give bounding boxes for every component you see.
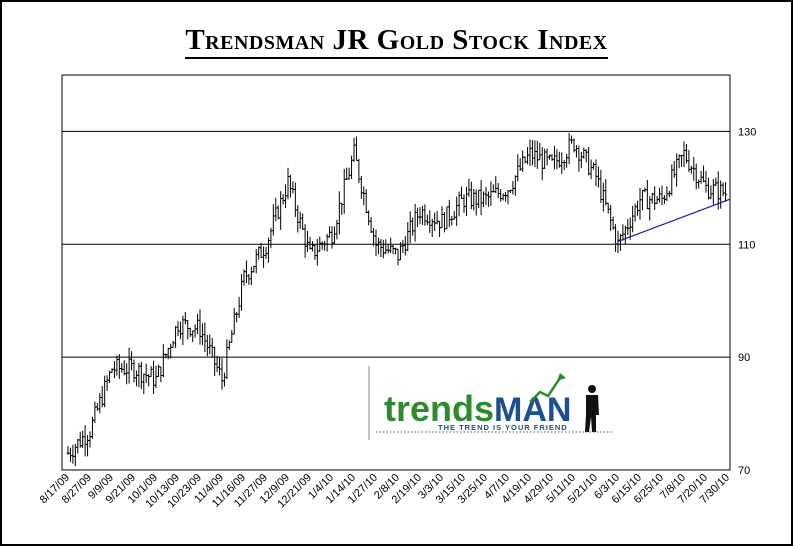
chart-title: Trendsman JR Gold Stock Index [0,24,793,59]
logo-figure-icon [585,385,599,432]
logo-text-trends: trends [384,388,494,429]
logo-arrowhead-icon [557,373,566,381]
logo-arrow-icon [529,377,562,403]
candles [66,132,728,467]
y-tick-label: 130 [738,126,756,138]
logo-text-man: MAN [494,391,571,429]
grid-lines [61,74,731,471]
y-tick-label: 110 [738,239,756,251]
trendsman-logo: trends MAN THE TREND IS YOUR FRIEND [368,366,612,440]
trendline [617,198,731,243]
x-tick-labels: 8/17/098/27/099/9/099/21/0910/1/0910/13/… [38,472,732,511]
logo-tagline: THE TREND IS YOUR FRIEND [438,423,568,432]
trendline-group [617,198,731,243]
plot-area [61,74,731,471]
y-tick-labels: 70 90 110 130 [738,126,756,477]
y-tick-label: 70 [738,465,750,477]
y-tick-label: 90 [738,352,750,364]
